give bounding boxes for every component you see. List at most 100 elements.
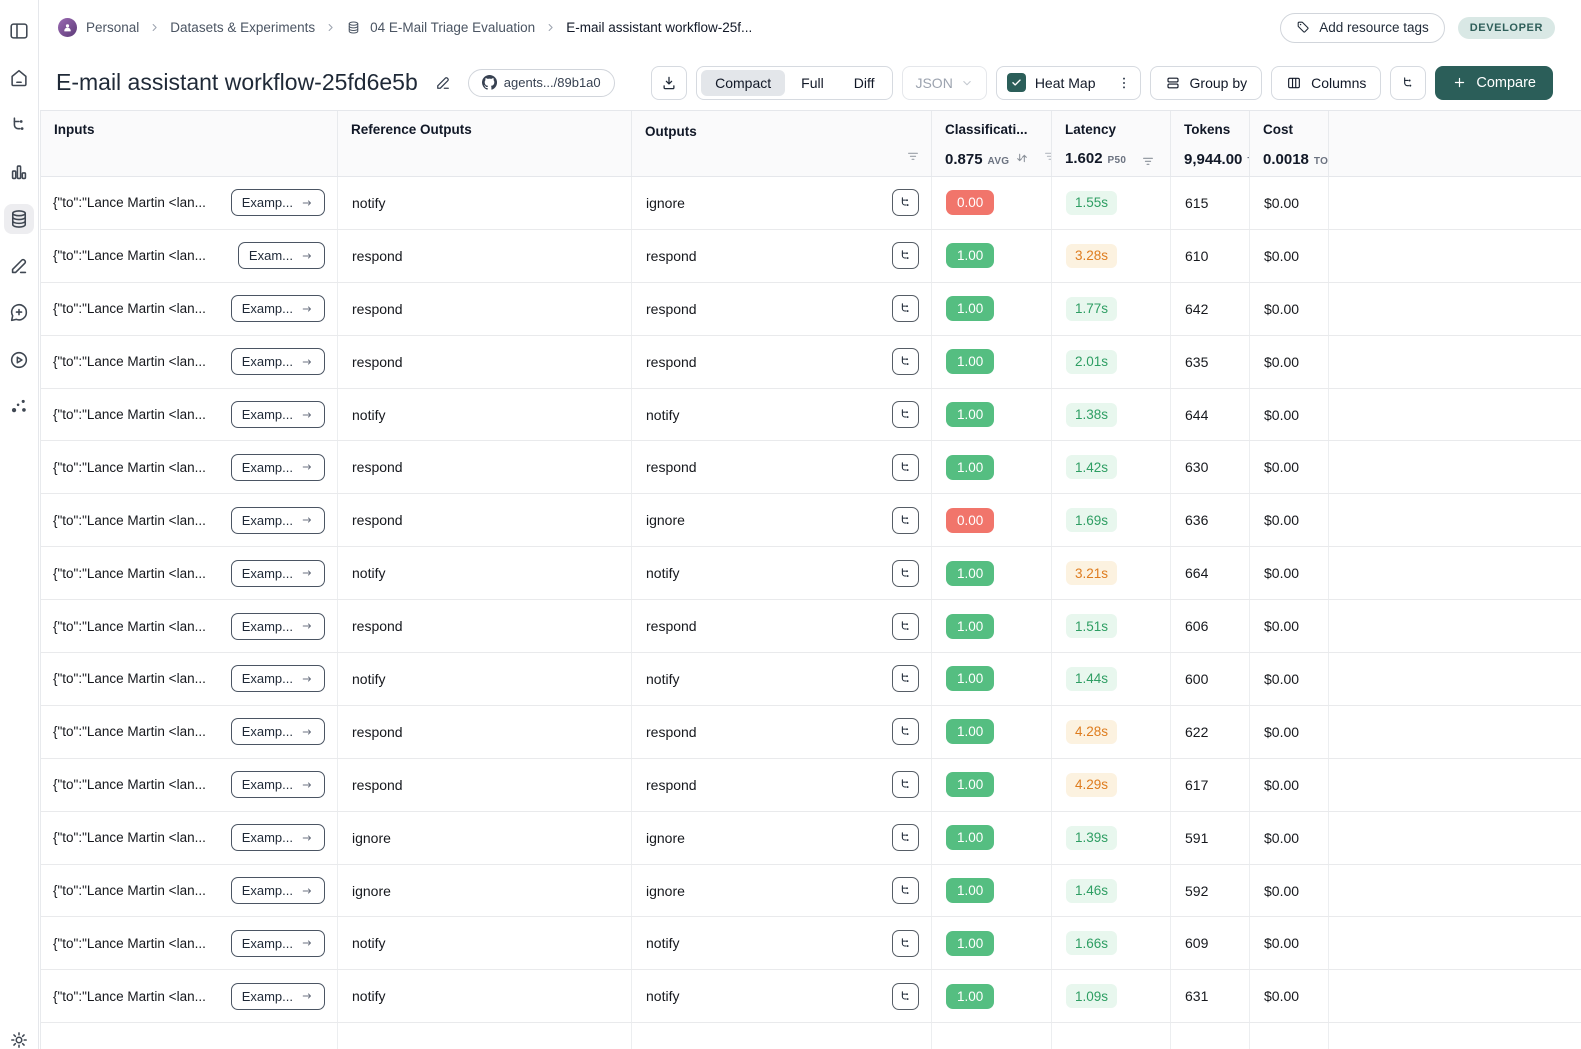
table-row[interactable]: {"to":"Lance Martin <lan... Examp... res… (41, 494, 1581, 548)
classification-score-badge[interactable]: 0.00 (946, 507, 995, 533)
example-link-button[interactable]: Examp... (230, 929, 325, 957)
classification-score-badge[interactable]: 1.00 (946, 454, 995, 480)
json-dropdown[interactable]: JSON (902, 65, 987, 100)
open-trace-button[interactable] (892, 189, 919, 217)
open-trace-button[interactable] (892, 295, 919, 323)
repo-link-button[interactable]: agents.../89b1a0 (467, 68, 615, 97)
sidebar-item-settings[interactable] (4, 1025, 34, 1049)
sidebar-item-datasets[interactable] (4, 204, 34, 234)
open-trace-button[interactable] (892, 401, 919, 428)
download-button[interactable] (651, 65, 688, 100)
view-mode-full[interactable]: Full (787, 70, 838, 96)
open-trace-button[interactable] (892, 929, 919, 957)
column-header-tokens[interactable]: Tokens 9,944.00 TOTAL (1171, 111, 1250, 176)
open-trace-button[interactable] (892, 612, 919, 640)
classification-score-badge[interactable]: 0.00 (946, 190, 995, 216)
columns-button[interactable]: Columns (1271, 65, 1382, 100)
example-link-button[interactable]: Examp... (230, 453, 325, 481)
table-row[interactable]: {"to":"Lance Martin <lan... Examp... res… (41, 705, 1581, 759)
open-trace-button[interactable] (892, 559, 919, 587)
example-link-button[interactable]: Examp... (230, 877, 325, 905)
table-row[interactable]: {"to":"Lance Martin <lan... Examp... ign… (41, 864, 1581, 918)
filter-icon[interactable] (1042, 147, 1052, 165)
sidebar-item-feedback[interactable] (4, 298, 34, 328)
example-link-button[interactable]: Examp... (230, 612, 325, 640)
open-trace-button[interactable] (892, 771, 919, 799)
classification-score-badge[interactable]: 1.00 (946, 930, 995, 956)
column-header-cost[interactable]: Cost 0.0018 TOTAL (1250, 111, 1329, 176)
open-trace-button[interactable] (892, 506, 919, 534)
heat-map-menu-button[interactable] (1108, 66, 1140, 100)
breadcrumb-personal[interactable]: Personal (86, 20, 140, 35)
view-mode-diff[interactable]: Diff (840, 70, 889, 96)
table-row[interactable]: {"to":"Lance Martin <lan... Examp... res… (41, 600, 1581, 654)
sort-icon[interactable] (1014, 150, 1030, 166)
sidebar-item-monitoring[interactable] (4, 157, 34, 187)
example-link-button[interactable]: Examp... (230, 718, 325, 746)
example-link-button[interactable]: Examp... (230, 824, 325, 852)
sidebar-item-annotation[interactable] (4, 251, 34, 281)
classification-score-badge[interactable]: 1.00 (946, 243, 995, 269)
table-row[interactable]: {"to":"Lance Martin <lan... Examp... not… (41, 653, 1581, 706)
example-link-button[interactable]: Examp... (230, 189, 325, 217)
example-link-button[interactable]: Examp... (230, 348, 325, 376)
example-link-button[interactable]: Exam... (237, 242, 325, 270)
example-link-button[interactable]: Examp... (230, 506, 325, 534)
column-header-outputs[interactable]: Outputs (632, 111, 932, 176)
table-row[interactable]: {"to":"Lance Martin <lan... Examp... not… (41, 970, 1581, 1024)
table-row[interactable]: {"to":"Lance Martin <lan... Examp... res… (41, 335, 1581, 389)
classification-score-badge[interactable]: 1.00 (946, 613, 995, 639)
open-trace-button[interactable] (892, 348, 919, 376)
table-row[interactable]: {"to":"Lance Martin <lan... Examp... res… (41, 282, 1581, 336)
open-trace-button[interactable] (892, 242, 919, 270)
edit-title-button[interactable] (432, 72, 454, 94)
column-header-classification[interactable]: Classificati... 0.875 AVG (932, 111, 1052, 176)
sidebar-item-graphs[interactable] (4, 392, 34, 422)
table-row[interactable]: {"to":"Lance Martin <lan... Examp... ign… (41, 811, 1581, 865)
table-row[interactable]: {"to":"Lance Martin <lan... Examp... res… (41, 758, 1581, 812)
table-row[interactable]: {"to":"Lance Martin <lan... Examp... not… (41, 547, 1581, 601)
open-trace-button[interactable] (892, 824, 919, 852)
example-link-button[interactable]: Examp... (230, 665, 325, 693)
classification-score-badge[interactable]: 1.00 (946, 560, 995, 586)
classification-score-badge[interactable]: 1.00 (946, 983, 995, 1009)
heat-map-checkbox[interactable] (1006, 73, 1026, 92)
add-resource-tags-button[interactable]: Add resource tags (1280, 12, 1445, 43)
sidebar-item-playground[interactable] (4, 345, 34, 375)
compare-button[interactable]: Compare (1435, 65, 1553, 100)
table-row[interactable]: {"to":"Lance Martin <lan... Examp... res… (41, 441, 1581, 495)
classification-score-badge[interactable]: 1.00 (946, 772, 995, 798)
example-link-button[interactable]: Examp... (230, 295, 325, 323)
breadcrumb-dataset[interactable]: 04 E-Mail Triage Evaluation (370, 20, 536, 35)
open-trace-button[interactable] (892, 665, 919, 693)
table-row[interactable]: {"to":"Lance Martin <lan... Examp... not… (41, 388, 1581, 442)
column-header-inputs[interactable]: Inputs (41, 111, 338, 176)
classification-score-badge[interactable]: 1.00 (946, 825, 995, 851)
breadcrumb-experiment[interactable]: E-mail assistant workflow-25f... (566, 20, 753, 35)
open-trace-button[interactable] (892, 718, 919, 746)
table-row[interactable]: {"to":"Lance Martin <lan... Examp... not… (41, 177, 1581, 230)
classification-score-badge[interactable]: 1.00 (946, 878, 995, 904)
column-header-reference-outputs[interactable]: Reference Outputs (338, 111, 632, 176)
classification-score-badge[interactable]: 1.00 (946, 296, 995, 322)
view-mode-compact[interactable]: Compact (701, 69, 786, 96)
filter-icon[interactable] (905, 147, 921, 165)
column-header-latency[interactable]: Latency 1.602 P50 (1052, 111, 1171, 176)
trace-view-button[interactable] (1390, 65, 1427, 100)
example-link-button[interactable]: Examp... (230, 401, 325, 428)
sidebar-item-tracing[interactable] (4, 110, 34, 140)
group-by-button[interactable]: Group by (1149, 65, 1263, 100)
example-link-button[interactable]: Examp... (230, 559, 325, 587)
breadcrumb-datasets-experiments[interactable]: Datasets & Experiments (170, 20, 316, 35)
classification-score-badge[interactable]: 1.00 (946, 666, 995, 692)
classification-score-badge[interactable]: 1.00 (946, 402, 995, 427)
filter-icon[interactable] (1140, 152, 1156, 170)
table-row[interactable]: {"to":"Lance Martin <lan... Exam... resp… (41, 229, 1581, 283)
sidebar-item-home[interactable] (4, 63, 34, 93)
open-trace-button[interactable] (892, 982, 919, 1010)
example-link-button[interactable]: Examp... (230, 771, 325, 799)
example-link-button[interactable]: Examp... (230, 982, 325, 1010)
classification-score-badge[interactable]: 1.00 (946, 349, 995, 375)
open-trace-button[interactable] (892, 877, 919, 905)
sidebar-toggle-button[interactable] (4, 16, 34, 46)
